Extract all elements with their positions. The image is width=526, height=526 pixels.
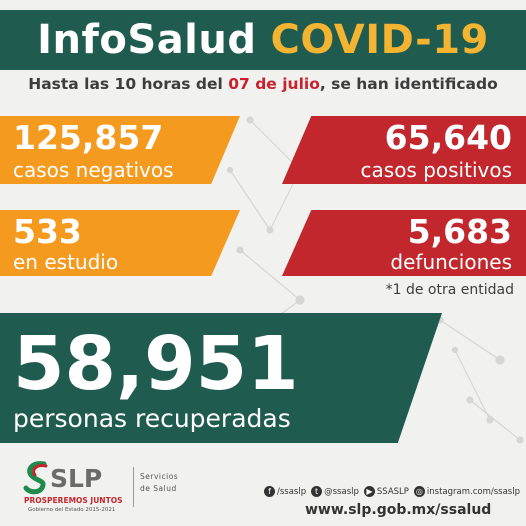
deaths-footnote: *1 de otra entidad [385, 282, 514, 298]
recovered-label: personas recuperadas [13, 404, 291, 433]
logo-government: Gobierno del Estado 2015-2021 [28, 507, 116, 513]
instagram-icon: ◎ [413, 486, 425, 497]
subtitle-before: Hasta las 10 horas del [28, 75, 229, 93]
deaths-label: defunciones [390, 250, 512, 274]
title-covid: COVID-19 [270, 17, 489, 63]
logo-divider [133, 467, 134, 507]
recovered-value: 58,951 [13, 321, 299, 407]
social-instagram[interactable]: ◎ instagram.com/ssaslp [413, 486, 520, 497]
deaths-value: 5,683 [407, 212, 512, 251]
social-facebook-text: /ssaslp [277, 486, 307, 497]
under-study-value: 533 [13, 212, 82, 251]
facebook-icon: f [264, 486, 275, 497]
under-study-card: 533 en estudio [0, 210, 240, 276]
subtitle-date: 07 de julio [228, 75, 320, 93]
title-infosalud: InfoSalud [37, 17, 257, 63]
social-youtube-text: SSASLP [376, 486, 409, 497]
negative-cases-card: 125,857 casos negativos [0, 116, 240, 184]
department-line1: Servicios [140, 472, 179, 481]
deaths-card: 5,683 defunciones [282, 210, 526, 276]
social-facebook[interactable]: f /ssaslp [264, 486, 306, 497]
social-instagram-text: instagram.com/ssaslp [426, 486, 520, 497]
department-name: Servicios de Salud [140, 471, 178, 495]
positive-cases-card: 65,640 casos positivos [282, 116, 526, 184]
negative-cases-label: casos negativos [13, 158, 174, 182]
social-links: f /ssaslp t @ssaslp ▶ SSASLP ◎ instagram… [264, 486, 525, 497]
recovered-card: 58,951 personas recuperadas [0, 313, 442, 443]
header-bar [0, 10, 526, 70]
page-title: InfoSalud COVID-19 [0, 10, 526, 70]
department-line2: de Salud [140, 484, 177, 493]
twitter-icon: t [311, 486, 323, 497]
social-twitter-text: @ssaslp [324, 486, 359, 497]
footer: SLP PROSPEREMOS JUNTOS Gobierno del Esta… [0, 455, 526, 526]
youtube-icon: ▶ [363, 486, 375, 497]
social-twitter[interactable]: t @ssaslp [311, 486, 359, 497]
positive-cases-label: casos positivos [360, 158, 512, 182]
logo-text: SLP [50, 464, 103, 493]
subtitle: Hasta las 10 horas del 07 de julio, se h… [0, 75, 526, 93]
under-study-label: en estudio [13, 250, 119, 274]
website-link[interactable]: www.slp.gob.mx/ssalud [305, 502, 492, 518]
negative-cases-value: 125,857 [13, 118, 164, 157]
positive-cases-value: 65,640 [384, 118, 512, 157]
social-youtube[interactable]: ▶ SSASLP [363, 486, 409, 497]
slp-logo: SLP PROSPEREMOS JUNTOS Gobierno del Esta… [22, 460, 132, 518]
logo-slogan: PROSPEREMOS JUNTOS [24, 496, 123, 505]
subtitle-after: , se han identificado [319, 75, 498, 93]
slp-emblem-icon [23, 461, 48, 495]
